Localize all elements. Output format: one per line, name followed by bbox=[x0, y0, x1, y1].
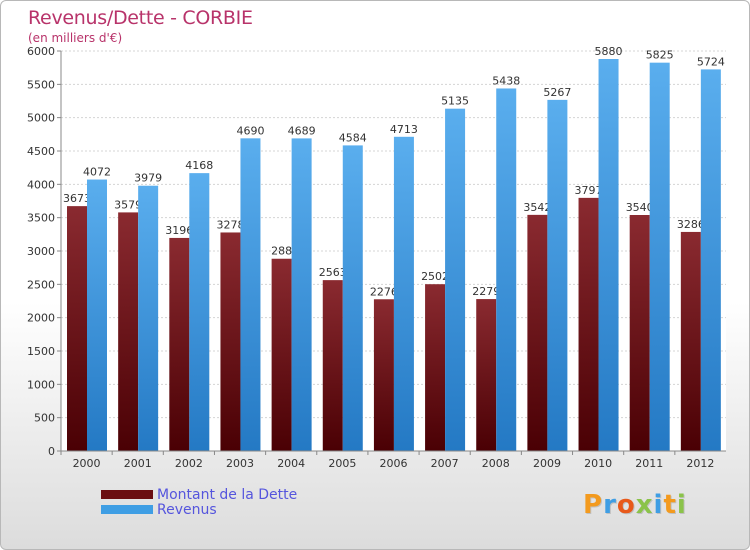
data-label-dette: 3542 bbox=[523, 201, 551, 214]
bar-revenus bbox=[189, 173, 210, 451]
bar-revenus bbox=[547, 99, 568, 451]
logo-letter: o bbox=[616, 490, 636, 520]
logo-letter: x bbox=[635, 490, 654, 520]
y-tick-label: 500 bbox=[34, 412, 55, 425]
data-label-dette: 3540 bbox=[626, 201, 654, 214]
bar-dette bbox=[425, 284, 446, 451]
data-label-dette: 2502 bbox=[421, 270, 449, 283]
data-label-dette: 3286 bbox=[677, 218, 705, 231]
logo-letter: r bbox=[603, 490, 617, 520]
x-tick-label: 2006 bbox=[380, 457, 408, 470]
bar-revenus bbox=[240, 138, 261, 452]
legend-swatch-revenus bbox=[101, 505, 153, 514]
bar-revenus bbox=[649, 62, 670, 452]
logo-letter: i bbox=[676, 490, 687, 520]
legend-swatch-dette bbox=[101, 490, 153, 499]
x-tick-label: 2003 bbox=[226, 457, 254, 470]
x-tick-label: 2005 bbox=[328, 457, 356, 470]
data-label-revenus: 5724 bbox=[697, 55, 725, 68]
y-tick-label: 3500 bbox=[27, 212, 55, 225]
legend-label-dette: Montant de la Dette bbox=[157, 486, 298, 503]
logo-letter: t bbox=[663, 490, 677, 520]
y-tick-label: 6000 bbox=[27, 45, 55, 58]
data-label-revenus: 4168 bbox=[185, 159, 213, 172]
x-tick-label: 2004 bbox=[277, 457, 305, 470]
data-label-dette: 2279 bbox=[472, 285, 500, 298]
y-tick-label: 1000 bbox=[27, 378, 55, 391]
bar-revenus bbox=[138, 185, 159, 451]
proxiti-logo: Proxiti bbox=[583, 490, 687, 520]
data-label-dette: 3673 bbox=[63, 192, 91, 205]
data-label-revenus: 4689 bbox=[288, 124, 316, 137]
data-label-revenus: 5438 bbox=[492, 74, 520, 87]
x-tick-label: 2001 bbox=[124, 457, 152, 470]
data-label-dette: 288 bbox=[271, 245, 292, 258]
bar-dette bbox=[271, 258, 292, 451]
data-label-dette: 2563 bbox=[319, 266, 347, 279]
bar-revenus bbox=[700, 69, 721, 452]
data-label-revenus: 5135 bbox=[441, 95, 469, 108]
bar-revenus bbox=[291, 138, 312, 451]
bar-revenus bbox=[598, 59, 619, 451]
data-label-revenus: 4072 bbox=[83, 166, 111, 179]
bar-dette bbox=[322, 280, 343, 451]
bar-dette bbox=[578, 197, 599, 451]
y-tick-label: 2000 bbox=[27, 312, 55, 325]
x-tick-label: 2000 bbox=[73, 457, 101, 470]
x-tick-label: 2010 bbox=[584, 457, 612, 470]
chart-subtitle: (en milliers d'€) bbox=[28, 31, 123, 45]
bar-dette bbox=[220, 232, 241, 451]
bar-dette bbox=[67, 206, 87, 451]
bar-dette bbox=[118, 212, 139, 451]
data-label-dette: 3579 bbox=[114, 198, 142, 211]
logo-letter: i bbox=[653, 490, 664, 520]
data-label-revenus: 4584 bbox=[339, 131, 367, 144]
bar-revenus bbox=[496, 88, 517, 451]
data-label-dette: 3278 bbox=[216, 218, 244, 231]
data-label-dette: 3797 bbox=[575, 184, 603, 197]
legend-label-revenus: Revenus bbox=[157, 501, 217, 518]
chart-title: Revenus/Dette - CORBIE bbox=[28, 7, 253, 29]
y-tick-label: 2500 bbox=[27, 278, 55, 291]
legend: Montant de la Dette Revenus bbox=[101, 486, 298, 518]
y-tick-label: 5000 bbox=[27, 112, 55, 125]
bar-revenus bbox=[445, 108, 466, 452]
bar-revenus bbox=[87, 179, 107, 452]
legend-item-revenus: Revenus bbox=[101, 501, 297, 518]
bar-dette bbox=[373, 299, 394, 451]
bar-revenus bbox=[393, 136, 414, 452]
y-tick-label: 0 bbox=[48, 445, 55, 458]
data-label-dette: 2276 bbox=[370, 285, 398, 298]
data-label-revenus: 4713 bbox=[390, 123, 418, 136]
bar-revenus bbox=[342, 145, 363, 451]
data-label-revenus: 5825 bbox=[646, 49, 674, 62]
bar-dette bbox=[680, 231, 701, 451]
bar-dette bbox=[476, 299, 497, 451]
data-label-revenus: 4690 bbox=[236, 124, 264, 137]
y-tick-label: 4000 bbox=[27, 178, 55, 191]
x-tick-label: 2002 bbox=[175, 457, 203, 470]
y-tick-label: 4500 bbox=[27, 145, 55, 158]
legend-item-dette: Montant de la Dette bbox=[101, 486, 298, 503]
data-label-revenus: 3979 bbox=[134, 172, 162, 185]
x-tick-label: 2009 bbox=[533, 457, 561, 470]
x-tick-label: 2011 bbox=[635, 457, 663, 470]
x-tick-label: 2007 bbox=[431, 457, 459, 470]
bar-dette bbox=[629, 215, 650, 451]
x-tick-label: 2008 bbox=[482, 457, 510, 470]
logo-letter: P bbox=[583, 490, 604, 520]
y-tick-label: 5500 bbox=[27, 78, 55, 91]
bar-dette bbox=[527, 214, 548, 451]
y-tick-label: 3000 bbox=[27, 245, 55, 258]
data-label-dette: 3196 bbox=[165, 224, 193, 237]
bar-dette bbox=[169, 237, 190, 451]
data-label-revenus: 5880 bbox=[595, 45, 623, 58]
data-label-revenus: 5267 bbox=[543, 86, 571, 99]
x-tick-label: 2012 bbox=[686, 457, 714, 470]
y-tick-label: 1500 bbox=[27, 345, 55, 358]
